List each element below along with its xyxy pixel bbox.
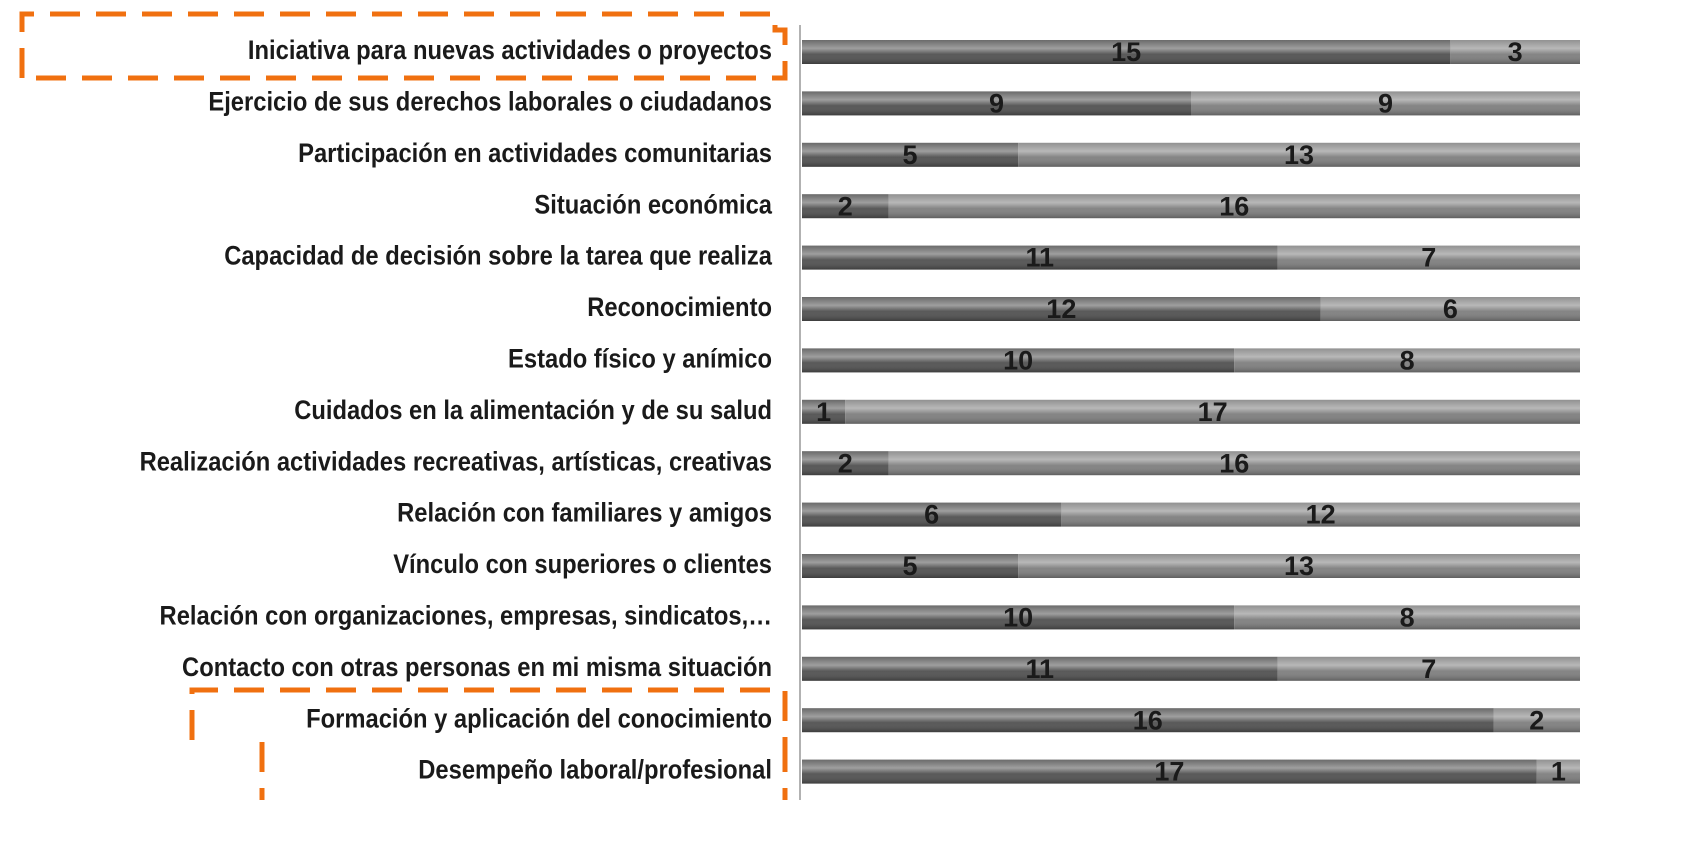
bar-shine [1061,502,1580,527]
data-label: 13 [1284,140,1314,170]
data-label: 17 [1154,757,1184,787]
category-label: Desempeño laboral/profesional [418,755,772,785]
data-label: 7 [1421,243,1436,273]
bar-shine [1018,554,1580,578]
data-label: 15 [1111,37,1141,67]
bar-shine [802,297,1321,321]
data-label: 1 [816,397,831,427]
data-label: 8 [1400,603,1415,633]
data-label: 8 [1400,346,1415,376]
data-label: 11 [1025,654,1054,684]
category-label: Estado físico y anímico [508,344,772,374]
category-label: Realización actividades recreativas, art… [140,447,772,477]
bar-shine [1277,656,1580,681]
bar-shine [1234,348,1580,373]
category-label: Ejercicio de sus derechos laborales o ci… [208,87,772,117]
data-label: 10 [1003,346,1033,376]
bar-shine [1191,91,1580,116]
bar-shine [1320,297,1580,321]
category-label: Contacto con otras personas en mi misma … [182,653,772,683]
bar-shine [888,194,1580,219]
category-label: Vínculo con superiores o clientes [393,550,772,580]
data-label: 9 [1378,89,1393,119]
category-label: Capacidad de decisión sobre la tarea que… [224,241,773,271]
category-label: Cuidados en la alimentación y de su salu… [294,396,772,426]
bar-shine [802,142,1019,167]
category-labels: Iniciativa para nuevas actividades o pro… [140,36,773,785]
data-label: 9 [989,89,1004,119]
bar-shine [1277,245,1580,270]
bar-shine [802,759,1537,784]
bar-shine [1018,142,1580,167]
bar-shine [802,40,1451,64]
bar-shine [802,451,889,476]
data-label: 6 [1443,294,1458,324]
data-label: 2 [838,191,853,221]
category-label: Reconocimiento [587,293,772,323]
bar-shine [1536,759,1580,784]
category-label: Formación y aplicación del conocimiento [306,704,772,734]
bar-shine [802,194,889,219]
data-label: 3 [1508,37,1523,67]
data-label: 2 [838,448,853,478]
bar-shine [802,348,1235,373]
bar-shine [802,554,1019,578]
bar-shine [1493,708,1580,733]
bar-shine [802,399,846,424]
bar-shine [888,451,1580,476]
category-label: Relación con familiares y amigos [397,498,772,528]
data-label: 11 [1025,243,1054,273]
data-label: 12 [1046,294,1076,324]
data-label: 10 [1003,603,1033,633]
data-label: 13 [1284,551,1314,581]
data-label: 12 [1306,500,1336,530]
data-label: 16 [1219,448,1249,478]
data-label: 16 [1133,705,1163,735]
data-label: 6 [924,500,939,530]
bar-shine [802,91,1191,116]
bar-shine [802,656,1278,681]
data-label: 7 [1421,654,1436,684]
category-label: Situación económica [534,190,772,220]
category-label: Participación en actividades comunitaria… [298,139,772,169]
highlight-box [19,11,788,81]
bar-shine [802,708,1494,733]
data-label: 17 [1198,397,1228,427]
bar-shine [802,605,1235,630]
data-label: 5 [903,140,918,170]
data-label: 5 [903,551,918,581]
data-label: 1 [1551,757,1566,787]
category-label: Relación con organizaciones, empresas, s… [160,601,772,631]
highlight-box [189,687,788,800]
data-label: 16 [1219,191,1249,221]
bar-shine [802,502,1062,527]
category-label: Iniciativa para nuevas actividades o pro… [248,36,772,66]
bar-shine [802,245,1278,270]
bar-shine [1450,40,1580,64]
data-label: 2 [1529,705,1544,735]
bar-shine [1234,605,1580,630]
bar-shine [845,399,1580,424]
